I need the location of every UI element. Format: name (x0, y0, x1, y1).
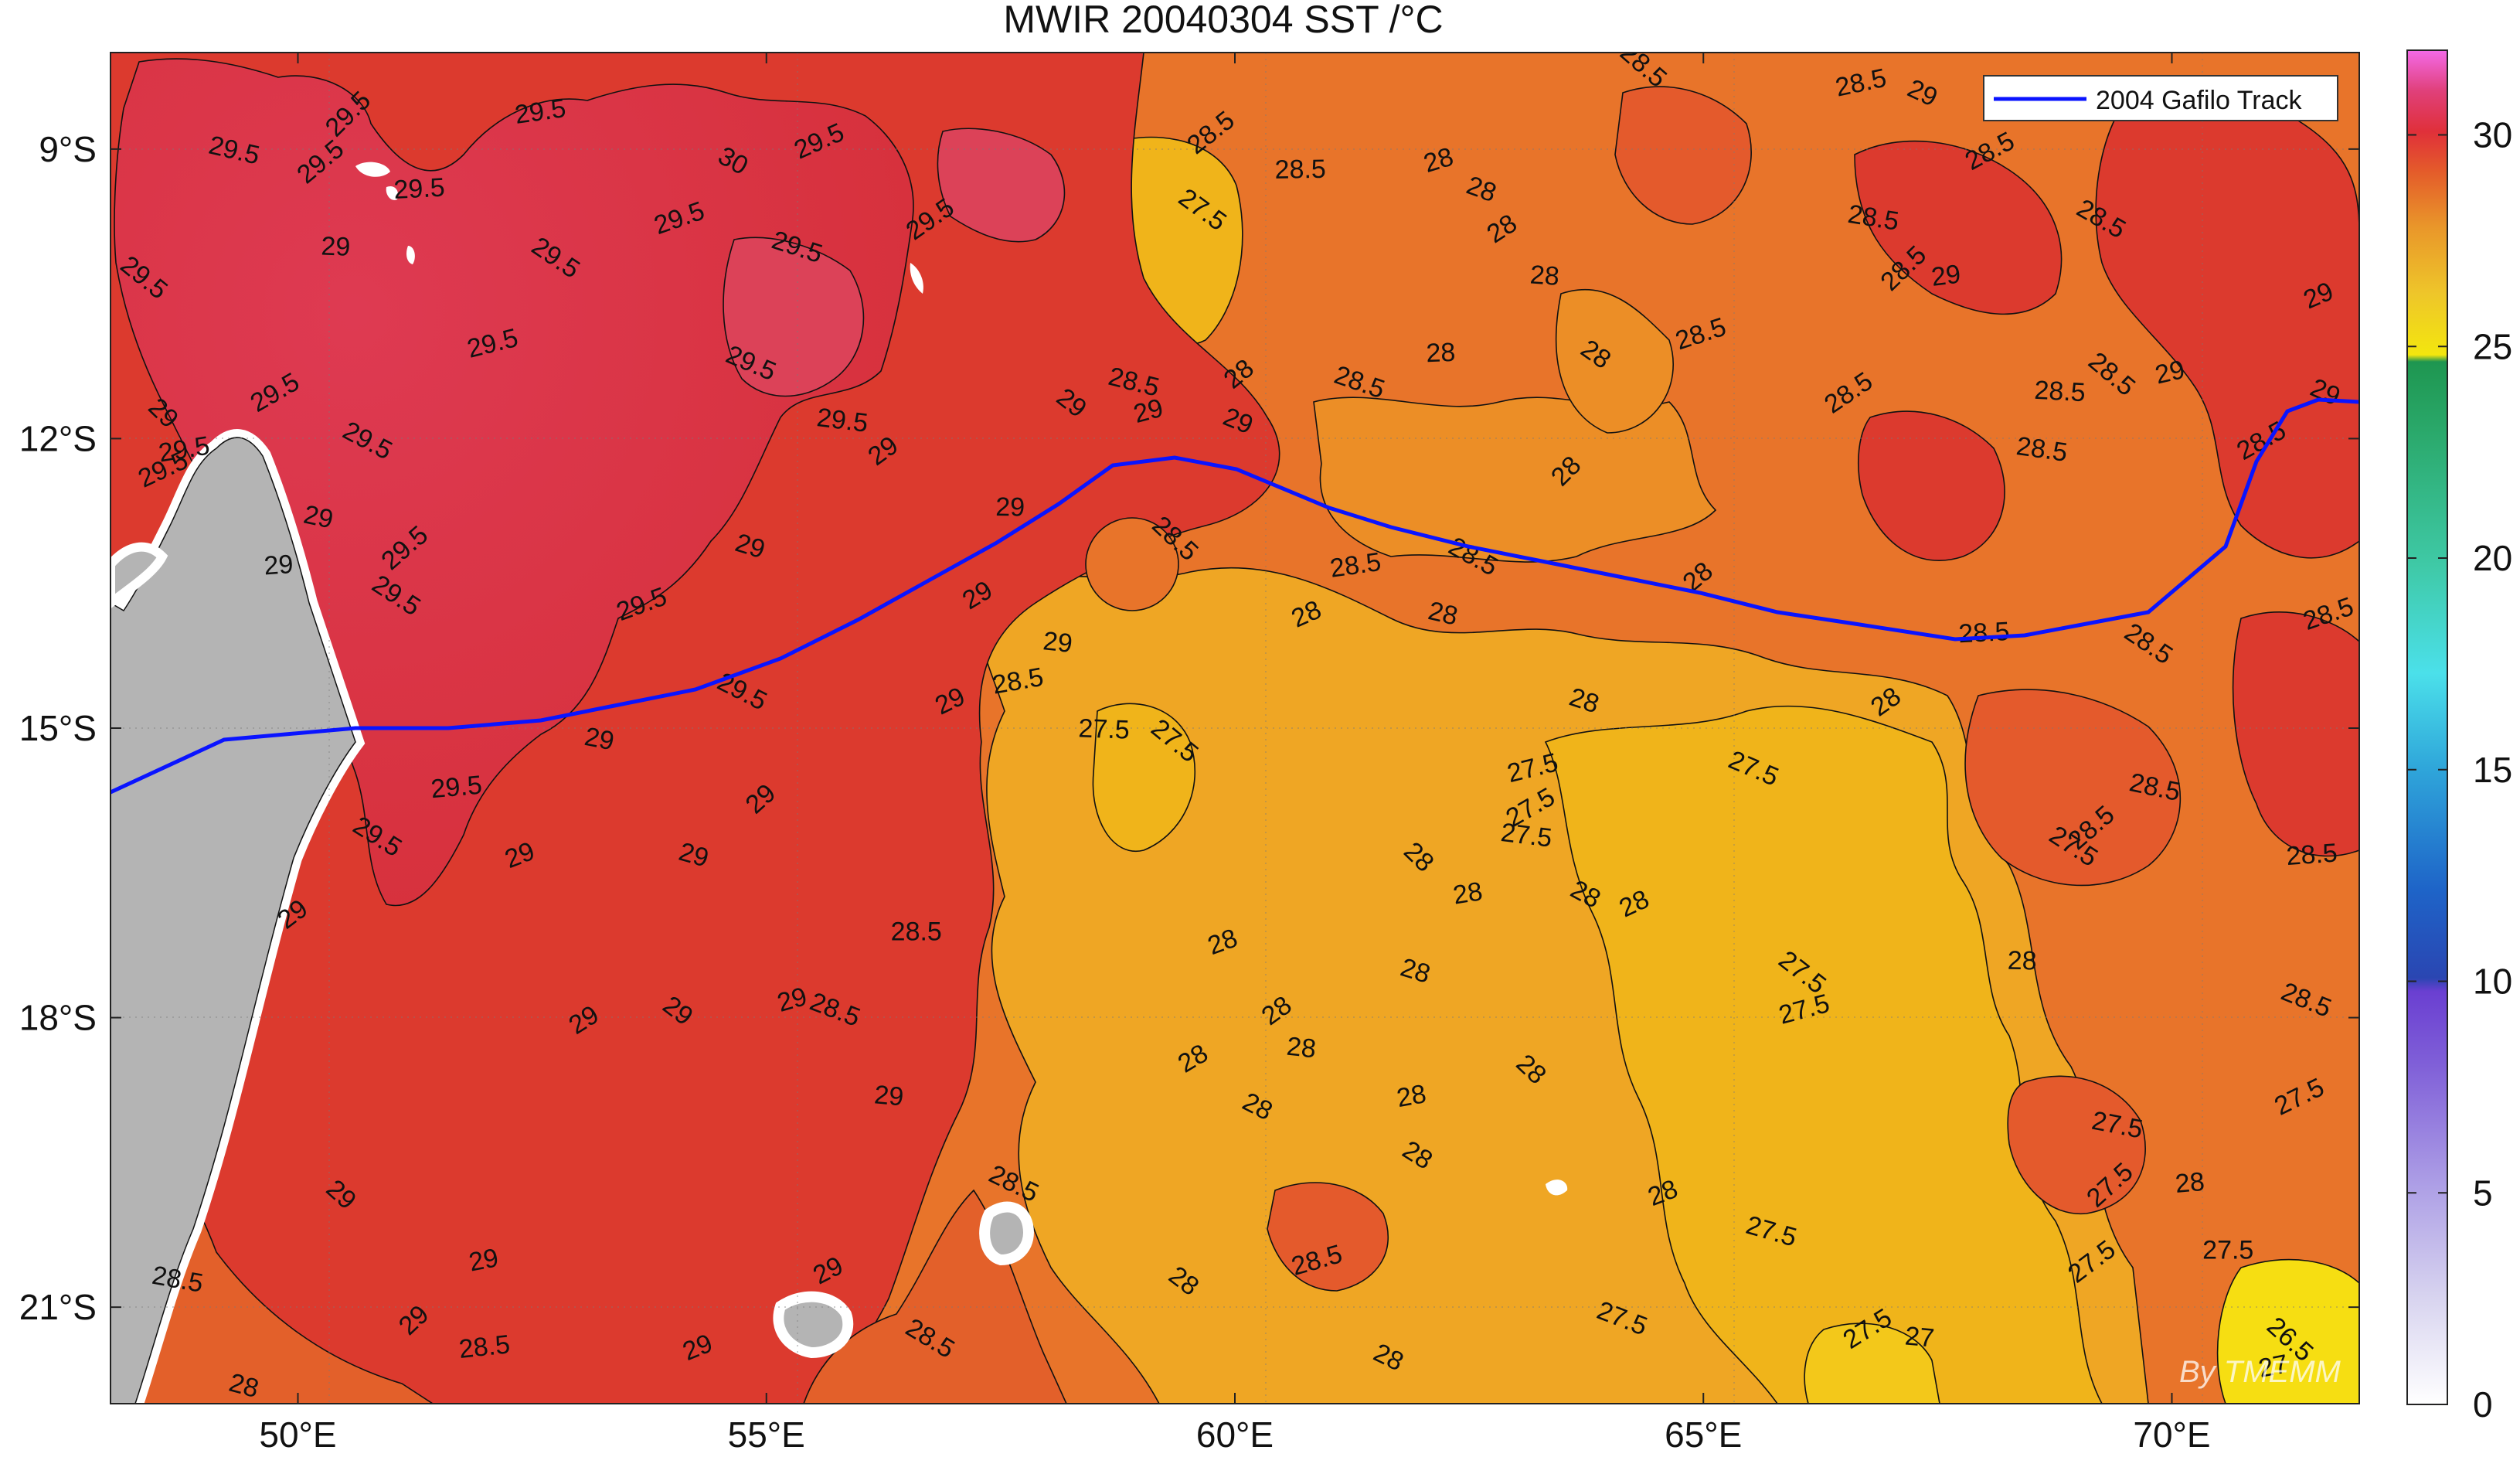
sst-field-26-5 (2216, 1258, 2359, 1404)
contour-label: 28 (1529, 260, 1560, 291)
sst-field-27-5 (1544, 705, 2103, 1404)
gridlines (111, 53, 2359, 1404)
y-tick-label: 15°S (19, 708, 97, 748)
colorbar-tick-label: 15 (2473, 750, 2512, 790)
colorbar-tick-label: 0 (2473, 1384, 2493, 1425)
colorbar-tick-label: 25 (2473, 326, 2512, 366)
small-island-4 (910, 263, 923, 294)
contour-label: 28.5 (2015, 431, 2069, 468)
contour-label: 28.5 (457, 1329, 512, 1364)
contour-label: 29.5 (815, 403, 869, 438)
watermark: By TMEMM (2179, 1355, 2341, 1389)
gafilo-track-line (111, 397, 2359, 795)
contour-label: 29 (582, 722, 616, 757)
sst-field-27 (1804, 1323, 1940, 1404)
contour-label: 29.5 (393, 173, 446, 205)
contour-label: 28 (1451, 877, 1484, 910)
contour-label: 27.5 (1499, 818, 1553, 853)
x-tick-label: 70°E (2133, 1414, 2210, 1455)
sst-field-28-ne (1555, 289, 1674, 434)
contour-label: 29.5 (513, 94, 568, 130)
x-tick-label: 65°E (1665, 1414, 1742, 1455)
colorbar-tick-label: 30 (2473, 115, 2512, 155)
contour-label: 28.5 (2034, 376, 2086, 407)
sst-field-27-5-west (1092, 703, 1196, 853)
contour-label: 29 (301, 500, 336, 535)
y-tick-label: 18°S (19, 998, 97, 1038)
x-tick-label: 60°E (1196, 1414, 1274, 1455)
contour-label: 29 (995, 492, 1025, 523)
madagascar-land (111, 437, 356, 1404)
colorbar-tick-label: 5 (2473, 1173, 2493, 1213)
x-tick-label: 55°E (728, 1414, 805, 1455)
y-tick-label: 21°S (19, 1287, 97, 1327)
legend-box: 2004 Gafilo Track (1983, 75, 2338, 121)
sst-field-28-5-east-b (2007, 1075, 2146, 1215)
contour-label: 28 (1285, 1032, 1318, 1064)
contour-label: 28 (1426, 338, 1456, 368)
small-island-5 (1546, 1180, 1568, 1196)
contour-label: 29 (263, 550, 294, 581)
contour-label: 28 (2007, 946, 2036, 976)
contour-label: 29 (1930, 260, 1962, 292)
sst-field-29-east-3 (1858, 410, 2005, 561)
contour-label: 28.5 (1328, 547, 1383, 584)
small-island-3 (406, 246, 415, 264)
small-island-1 (355, 162, 390, 177)
contour-label: 27.5 (2202, 1236, 2253, 1265)
contour-label: 29 (873, 1080, 905, 1111)
sst-field-28-5-ne (1614, 86, 1752, 225)
colorbar-tick-label: 10 (2473, 962, 2512, 1002)
small-island-2 (386, 186, 399, 200)
contour-label: 27 (2256, 1349, 2290, 1384)
contour-label: 28 (2174, 1167, 2205, 1199)
contour-label: 28 (1426, 596, 1461, 631)
sst-field-29-east-4 (2232, 611, 2359, 857)
contour-label: 28.5 (891, 917, 942, 947)
sst-patch-28-5 (1085, 517, 1179, 611)
contour-label: 27.5 (1078, 713, 1130, 744)
contour-label: 29.5 (430, 771, 483, 805)
contour-label: 29 (2152, 355, 2187, 390)
colorbar-gradient (2406, 49, 2448, 1405)
y-tick-label: 9°S (39, 129, 97, 169)
mauritius-island (979, 1201, 1034, 1266)
sst-field-29-5-east (937, 128, 1066, 243)
x-tick-label: 50°E (259, 1414, 336, 1455)
y-axis: 9°S 12°S 15°S 18°S 21°S (19, 129, 2359, 1327)
sst-field-29-east-1 (1854, 140, 2063, 315)
legend-label: 2004 Gafilo Track (2096, 86, 2302, 115)
contour-labels: 29.5 29.530 29.529.5 29.5 29.529.529.529.529… (115, 53, 2358, 1404)
contour-label: 29 (1042, 626, 1074, 659)
colorbar: 0 5 10 15 20 25 30 (2406, 49, 2512, 1425)
contour-label: 28 (226, 1368, 261, 1404)
contour-label: 28.5 (1957, 617, 2010, 649)
contour-label: 29 (321, 232, 351, 262)
contour-label: 28 (1395, 1079, 1429, 1113)
sst-field-28-5-east-a (1964, 689, 2182, 887)
colorbar-tick-label: 20 (2473, 538, 2512, 578)
map-panel: 29.5 29.530 29.529.5 29.5 29.529.529.529.529… (111, 53, 2359, 1404)
sst-field-28-north (1313, 397, 1717, 563)
map-title: MWIR 20040304 SST /°C (1003, 0, 1443, 41)
y-tick-label: 12°S (19, 418, 97, 458)
colorbar-ticks: 0 5 10 15 20 25 30 (2407, 115, 2512, 1425)
reunion-island (773, 1291, 854, 1359)
contour-label: 27 (1904, 1322, 1936, 1353)
sst-field-28-5-mid (1267, 1182, 1389, 1292)
madagascar-north-tip (111, 542, 168, 609)
contour-label: 28.5 (1274, 155, 1326, 185)
sst-field-29-5-north (723, 237, 865, 397)
contour-label: 28.5 (2285, 839, 2338, 872)
contour-label: 29 (467, 1243, 501, 1278)
x-axis: 50°E 55°E 60°E 65°E 70°E (259, 53, 2211, 1455)
sst-field-29-east-2 (2095, 86, 2359, 559)
